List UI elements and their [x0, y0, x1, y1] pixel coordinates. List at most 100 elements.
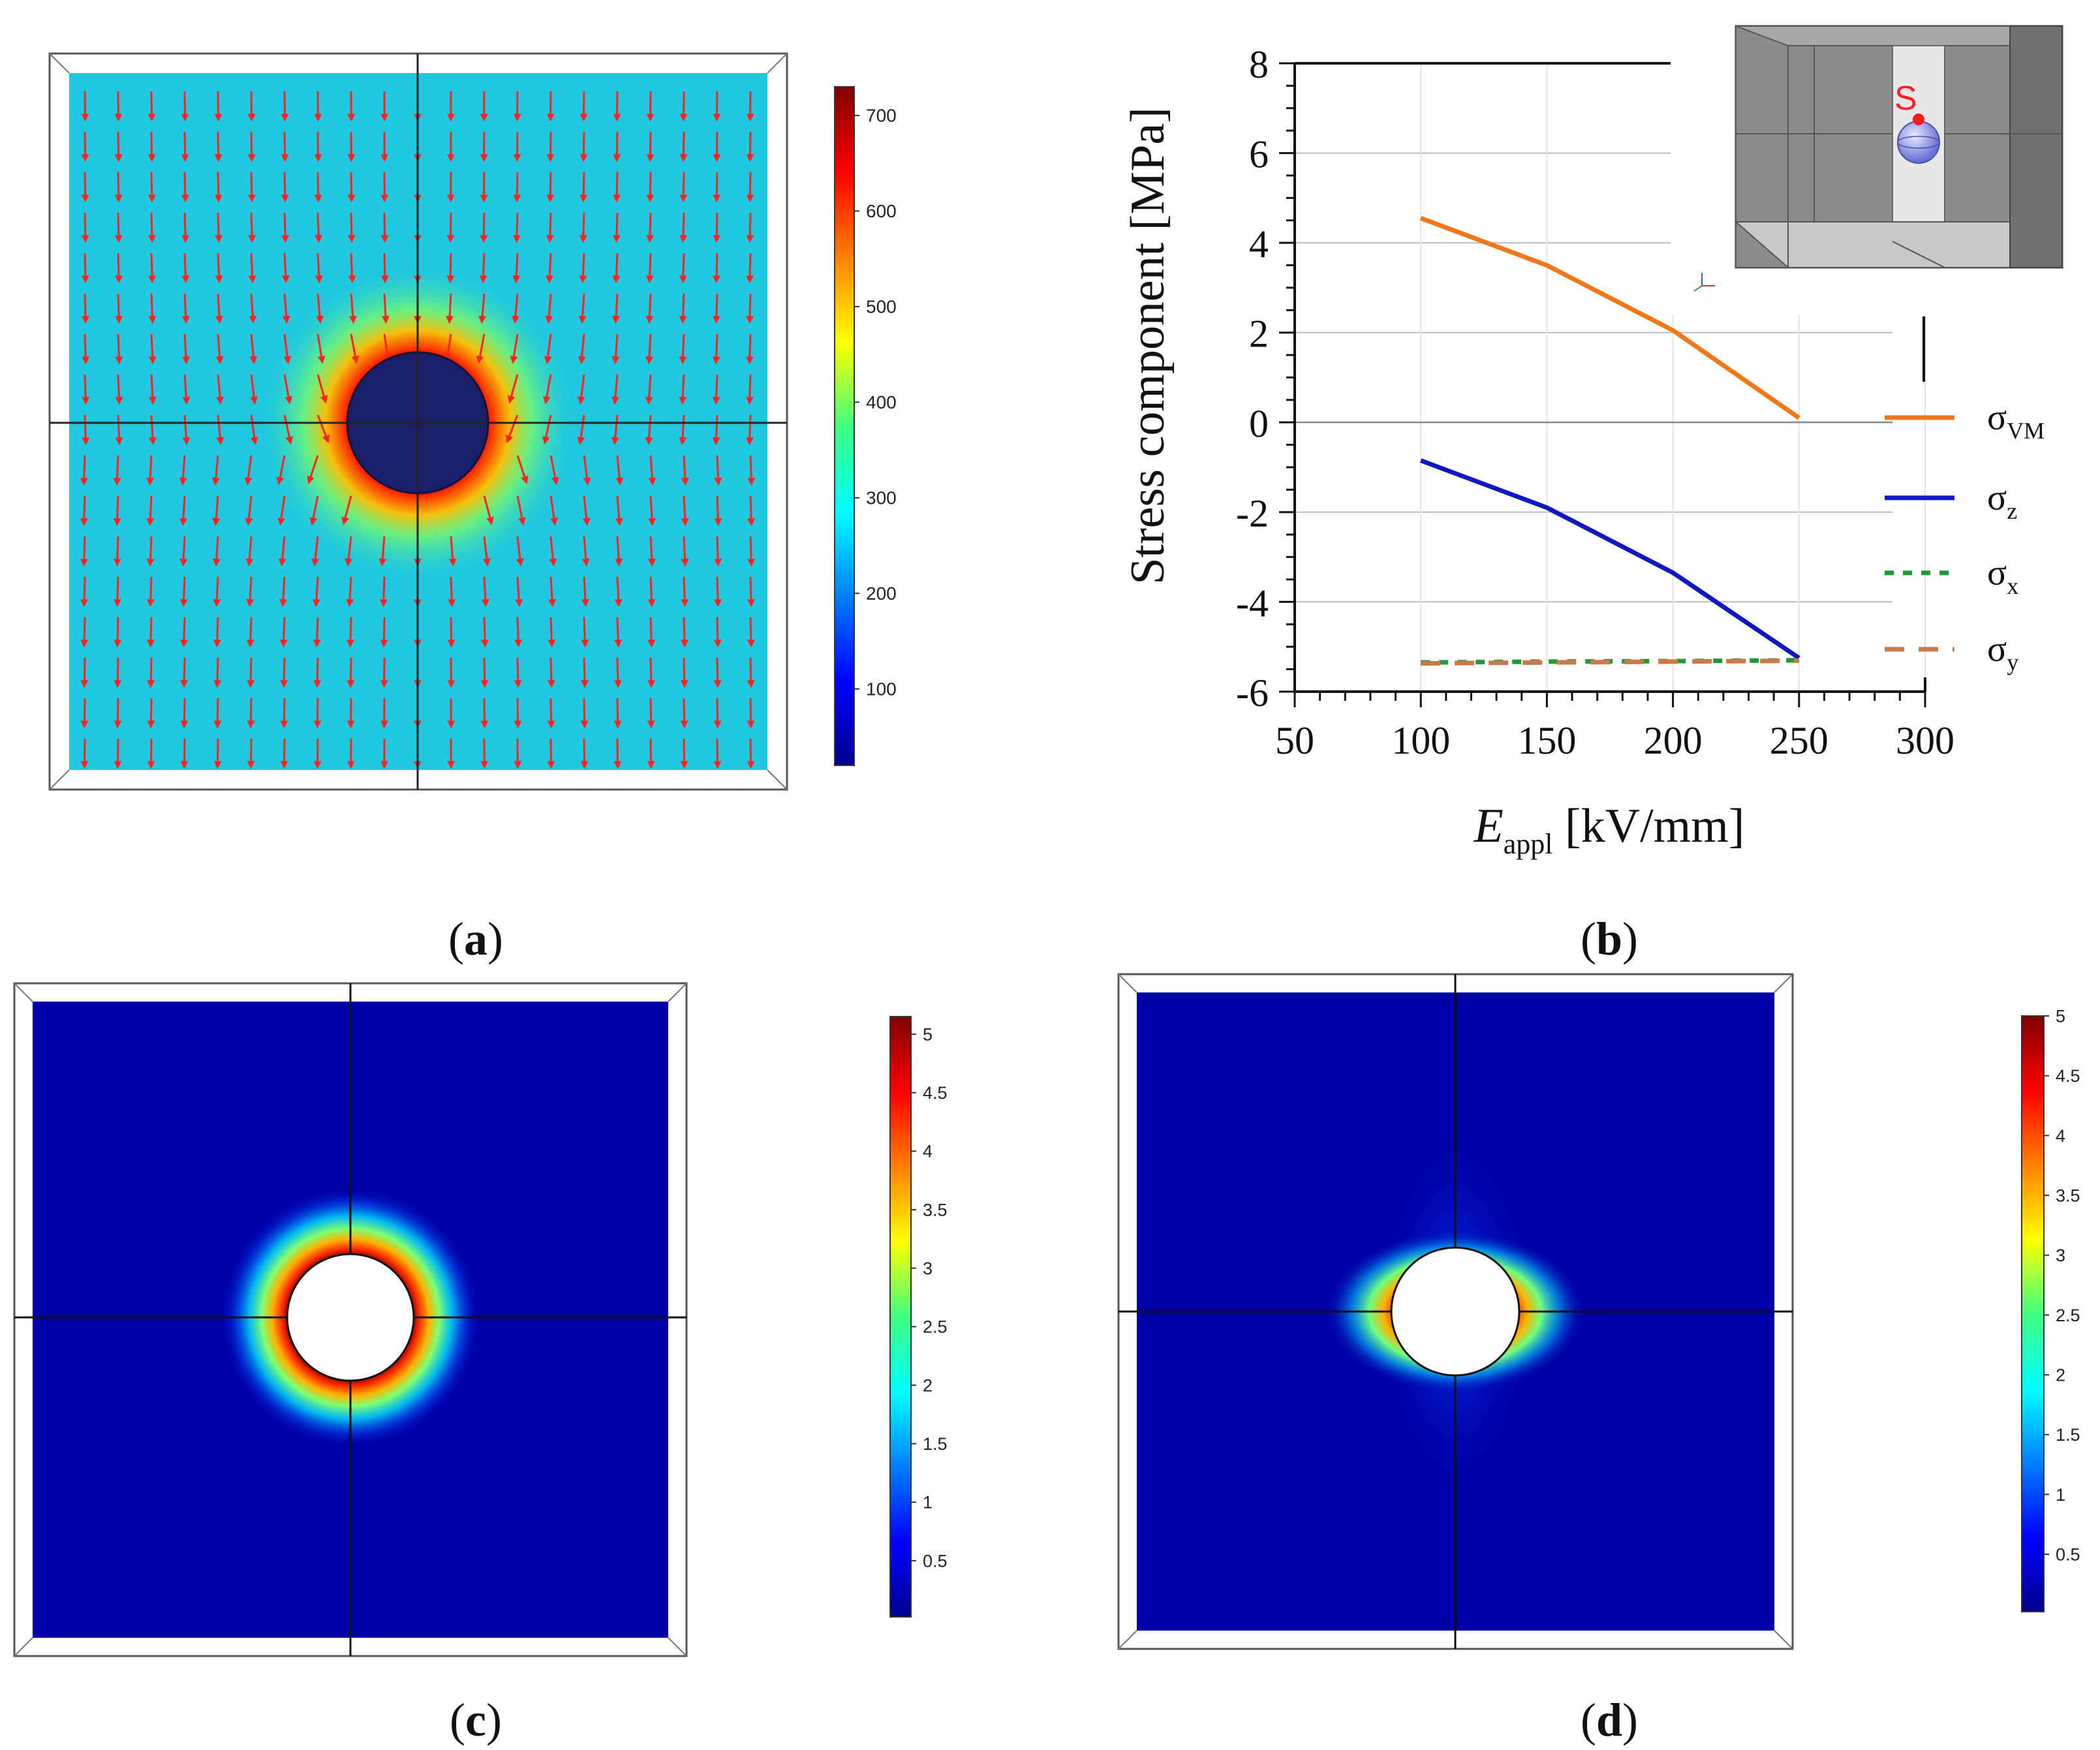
field-arrow: [479, 253, 487, 284]
field-arrow: [348, 253, 356, 284]
field-arrow: [581, 536, 590, 567]
field-arrow: [146, 536, 155, 567]
field-arrow: [179, 455, 187, 486]
field-arrow: [282, 293, 290, 324]
colorbar-tick-label: 5: [923, 1024, 933, 1044]
colorbar-c-ticks: 0.5 1 1.5 2 2.5 3 3.5 4 4.5 5: [911, 1024, 948, 1571]
field-arrow: [514, 698, 522, 729]
field-arrow: [213, 657, 222, 688]
colorbar-tick-label: 4.5: [2056, 1066, 2080, 1086]
chart-xlabel-sub: appl: [1504, 828, 1553, 860]
field-arrow: [681, 495, 689, 527]
field-arrow: [213, 738, 222, 769]
field-arrow: [307, 455, 319, 485]
field-arrow: [478, 293, 487, 324]
field-arrow: [545, 293, 553, 324]
field-arrow: [279, 576, 287, 607]
field-arrow: [279, 617, 288, 648]
field-arrow: [448, 536, 457, 567]
legend-label-VM: σVM: [1987, 397, 2045, 444]
field-arrow: [276, 455, 286, 485]
field-arrow: [380, 253, 389, 284]
field-arrow: [516, 536, 524, 567]
panel-a: 100 200 300 400 500 600 700: [48, 52, 897, 791]
colorbar-tick-label: 1: [923, 1493, 933, 1512]
field-arrow: [615, 455, 624, 486]
colorbar-tick-label: 2.5: [923, 1317, 948, 1337]
field-arrow: [179, 576, 188, 607]
field-arrow: [515, 576, 523, 607]
field-arrow: [249, 333, 258, 365]
colorbar-tick-label: 0.5: [2056, 1544, 2080, 1564]
field-arrow: [613, 738, 622, 769]
field-arrow: [244, 455, 253, 485]
colorbar-tick-label: 500: [866, 297, 897, 317]
field-arrow: [317, 414, 330, 444]
field-arrow: [611, 414, 619, 446]
colorbar-a: [834, 86, 855, 766]
colorbar-tick-label: 300: [866, 488, 897, 508]
field-arrow: [579, 212, 587, 243]
field-arrow: [215, 333, 224, 365]
colorbar-d-ticks: 0.5 1 1.5 2 2.5 3 3.5 4 4.5 5: [2044, 1006, 2080, 1564]
field-arrow: [747, 495, 756, 527]
field-arrow: [546, 212, 554, 243]
colorbar-tick-label: 100: [866, 679, 897, 699]
field-arrow: [548, 576, 557, 607]
field-arrow: [679, 374, 687, 405]
field-arrow: [80, 455, 88, 486]
field-arrow: [179, 617, 188, 648]
field-arrow: [645, 333, 653, 365]
field-arrow: [215, 212, 223, 243]
field-arrow: [583, 455, 591, 485]
chart-xlabel-unit: [kV/mm]: [1553, 799, 1745, 853]
field-arrow: [181, 293, 190, 324]
field-arrow: [579, 253, 587, 284]
field-arrow: [383, 333, 392, 364]
field-arrow: [148, 253, 157, 284]
field-arrow: [146, 576, 155, 607]
colorbar-tick-label: 3.5: [923, 1200, 948, 1220]
field-arrow: [680, 657, 688, 688]
field-arrow: [250, 374, 258, 405]
y-tick-label: 4: [1249, 223, 1269, 266]
series-line-y: [1421, 658, 1799, 666]
colorbar-tick-label: 2: [2056, 1365, 2065, 1385]
field-arrow: [114, 131, 123, 162]
field-arrow: [80, 738, 89, 769]
field-arrow: [283, 374, 293, 405]
field-arrow: [611, 333, 620, 365]
panel-c: 0.5 1 1.5 2 2.5 3 3.5 4 4.5 5: [13, 982, 948, 1657]
field-arrow: [679, 253, 687, 284]
field-arrow: [443, 333, 452, 364]
colorbar-tick-label: 2.5: [2056, 1306, 2080, 1325]
chart-legend: σVM σz σx σy: [1885, 397, 2045, 675]
field-arrow: [615, 495, 623, 527]
field-arrow: [747, 657, 755, 688]
field-arrow: [646, 131, 655, 162]
field-arrow: [582, 495, 591, 527]
field-arrow: [648, 455, 656, 486]
colorbar-tick-label: 3: [923, 1259, 933, 1278]
field-arrow: [542, 414, 552, 445]
field-arrow: [747, 536, 756, 567]
field-arrow: [114, 698, 122, 729]
field-arrow: [80, 495, 88, 527]
field-arrow: [216, 414, 224, 446]
field-arrow: [283, 333, 292, 365]
colorbar-tick-label: 1.5: [923, 1434, 948, 1454]
field-arrow: [148, 293, 157, 324]
field-arrow: [348, 293, 357, 324]
y-tick-label: 6: [1249, 133, 1269, 176]
field-arrow: [317, 333, 326, 364]
chart-tick-labels: -6 -4 -2 0 2 4 6 8 50 100 150 200 250 300: [1236, 43, 1954, 762]
field-arrow: [347, 657, 355, 688]
field-arrow: [680, 738, 688, 769]
field-arrow: [214, 131, 223, 162]
field-arrow: [481, 617, 489, 648]
field-arrow: [147, 212, 156, 243]
inset-point-marker: [1913, 114, 1924, 125]
y-tick-label: -6: [1236, 671, 1269, 714]
field-arrow: [446, 293, 454, 324]
field-arrow: [347, 172, 356, 203]
